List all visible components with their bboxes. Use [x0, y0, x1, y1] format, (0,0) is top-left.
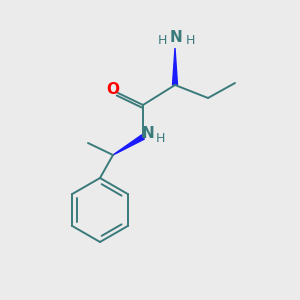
Text: N: N [169, 29, 182, 44]
Text: O: O [106, 82, 119, 98]
Text: H: H [185, 34, 195, 47]
Text: H: H [157, 34, 167, 47]
Text: N: N [142, 127, 154, 142]
Polygon shape [113, 135, 144, 155]
Polygon shape [172, 48, 178, 85]
Text: H: H [155, 133, 165, 146]
